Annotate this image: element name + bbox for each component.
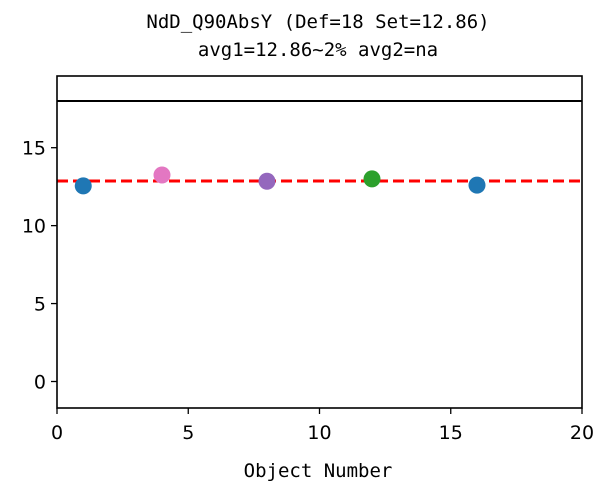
x-axis-ticks: 0 5 10 15 20 xyxy=(51,408,594,444)
x-tick-label: 5 xyxy=(182,422,194,444)
x-tick-label: 20 xyxy=(570,422,594,444)
plot-frame xyxy=(56,75,583,409)
reference-lines xyxy=(57,99,582,183)
data-point-0 xyxy=(74,177,92,195)
y-tick-label: 5 xyxy=(34,294,46,316)
y-tick-label: 15 xyxy=(22,138,46,160)
x-axis-label: Object Number xyxy=(244,460,393,482)
x-tick-label: 10 xyxy=(307,422,331,444)
y-tick-label: 0 xyxy=(34,372,46,394)
x-tick-label: 0 xyxy=(51,422,63,444)
y-tick-label: 10 xyxy=(22,216,46,238)
data-point-2 xyxy=(258,172,276,190)
data-point-4 xyxy=(468,176,486,194)
x-tick-label: 15 xyxy=(439,422,463,444)
data-points xyxy=(74,166,486,195)
data-point-3 xyxy=(363,170,381,188)
chart-title-line1: NdD_Q90AbsY (Def=18 Set=12.86) xyxy=(146,11,489,33)
data-point-1 xyxy=(153,166,171,184)
chart-title-line2: avg1=12.86~2% avg2=na xyxy=(198,39,438,61)
y-axis-ticks: 0 5 10 15 xyxy=(22,138,57,394)
